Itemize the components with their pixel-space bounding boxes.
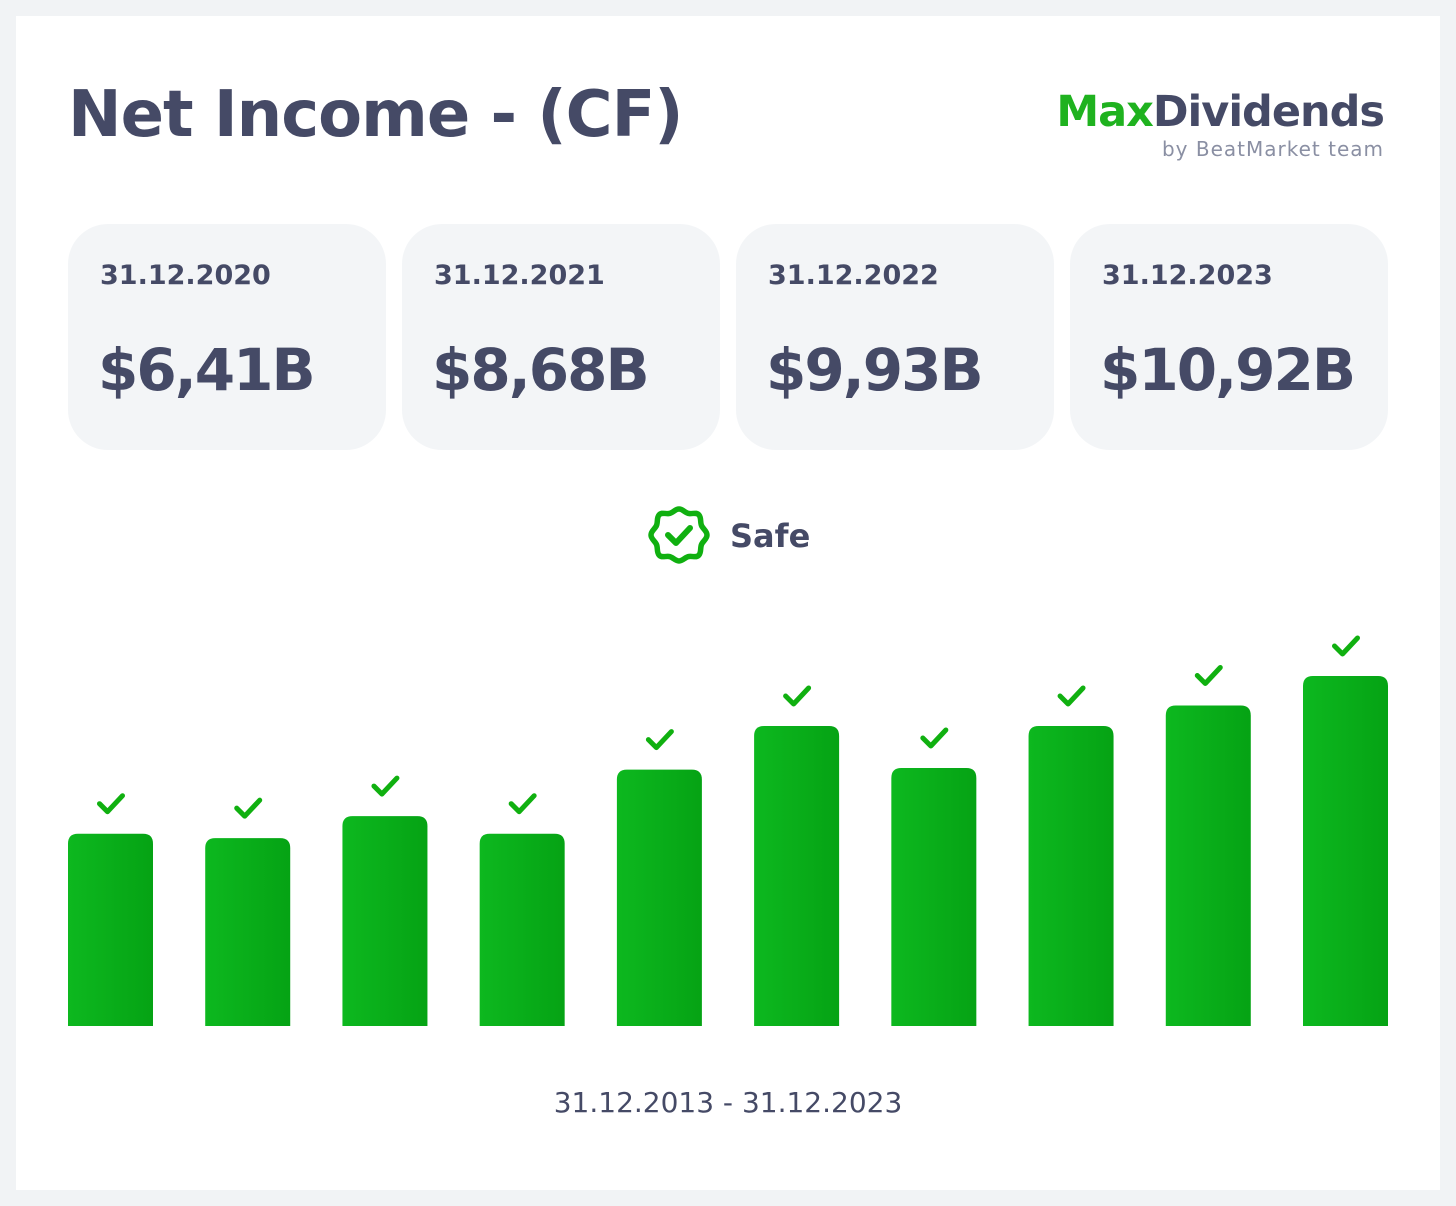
- tile-date: 31.12.2020: [100, 260, 271, 291]
- check-icon: [783, 685, 812, 707]
- chart-bar: [616, 769, 702, 1026]
- chart-bar: [205, 838, 291, 1026]
- tile-value: $8,68B: [432, 336, 650, 404]
- brand-tagline: by BeatMarket team: [1161, 137, 1384, 161]
- tile-date: 31.12.2022: [768, 260, 939, 291]
- summary-tiles: 31.12.2020 $6,41B 31.12.2021 $8,68B 31.1…: [68, 224, 1388, 450]
- chart-bar: [891, 767, 977, 1026]
- chart-bar: [1028, 726, 1114, 1026]
- chart-bar: [342, 816, 428, 1026]
- net-income-bar-chart: [68, 635, 1388, 1026]
- brand-name-primary: Max: [1056, 87, 1154, 137]
- tile-date: 31.12.2021: [434, 260, 605, 291]
- check-icon: [234, 797, 263, 819]
- summary-tile: 31.12.2021 $8,68B: [402, 224, 720, 450]
- check-icon: [508, 793, 537, 815]
- check-icon: [1194, 664, 1223, 686]
- page-title: Net Income - (CF): [68, 78, 684, 152]
- check-icon: [1332, 635, 1360, 657]
- check-icon: [371, 775, 400, 797]
- tile-date: 31.12.2023: [1102, 260, 1273, 291]
- check-icon: [920, 727, 949, 749]
- check-icon: [1057, 685, 1086, 707]
- date-range-label: 31.12.2013 - 31.12.2023: [553, 1086, 903, 1119]
- tile-value: $6,41B: [98, 336, 316, 404]
- tile-value: $10,92B: [1100, 336, 1356, 404]
- chart-bar: [1303, 676, 1388, 1026]
- brand-name: MaxDividends: [1056, 87, 1385, 137]
- chart-bar: [754, 726, 840, 1026]
- status-label: Safe: [730, 517, 811, 555]
- tile-value: $9,93B: [766, 336, 984, 404]
- chart-bar: [1165, 705, 1251, 1026]
- summary-tile: 31.12.2022 $9,93B: [736, 224, 1054, 450]
- summary-tile: 31.12.2020 $6,41B: [68, 224, 386, 450]
- chart-bar: [68, 833, 153, 1026]
- net-income-card: Net Income - (CF) MaxDividends by BeatMa…: [16, 16, 1440, 1190]
- check-icon: [97, 793, 125, 815]
- brand-logo: MaxDividends by BeatMarket team: [1056, 87, 1385, 162]
- brand-name-secondary: Dividends: [1152, 87, 1385, 137]
- verified-badge-icon: [648, 506, 710, 564]
- check-icon: [645, 729, 674, 751]
- summary-tile: 31.12.2023 $10,92B: [1070, 224, 1388, 450]
- chart-bar: [479, 833, 565, 1026]
